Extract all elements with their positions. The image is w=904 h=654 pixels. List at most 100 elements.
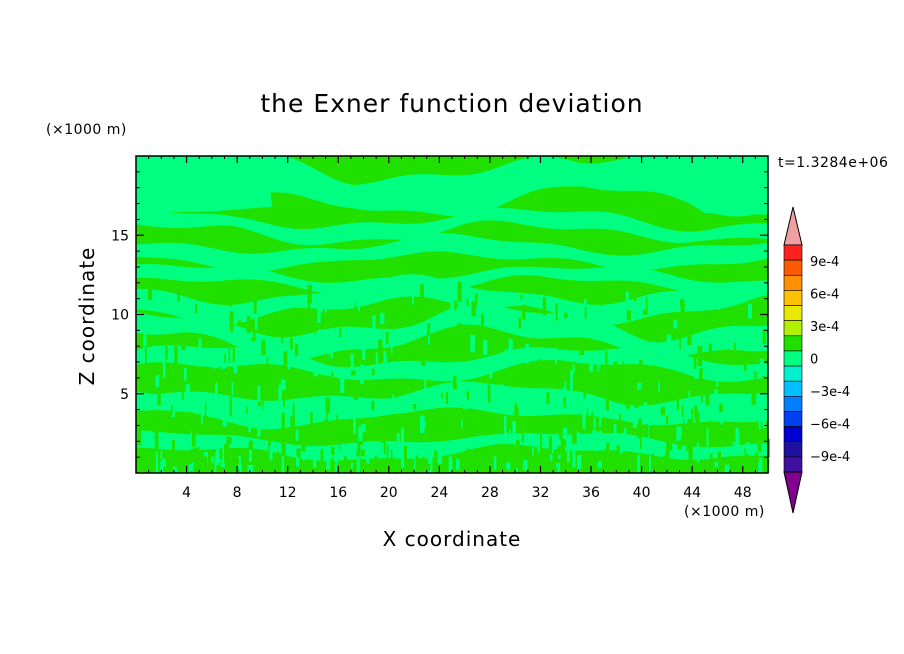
x-tick-label: 32 (532, 485, 550, 501)
x-unit-label: (×1000 m) (684, 504, 765, 520)
contour-speckle-cell (440, 458, 445, 473)
contour-speckle-cell (416, 297, 420, 311)
contour-speckle-cell (159, 461, 163, 473)
contour-speckle-cell (246, 316, 251, 334)
contour-speckle-cell (152, 413, 155, 433)
contour-speckle-cell (561, 375, 565, 389)
contour-speckle-cell (372, 446, 375, 453)
contour-speckle-cell (162, 318, 165, 324)
contour-speckle-cell (372, 368, 375, 376)
contour-speckle-cell (518, 317, 522, 329)
contour-speckle-cell (195, 303, 198, 314)
contour-speckle-cell (181, 384, 184, 400)
contour-speckle-cell (465, 448, 470, 458)
contour-speckle-cell (371, 400, 375, 410)
contour-speckle-cell (577, 455, 582, 469)
contour-speckle-cell (320, 449, 323, 465)
contour-speckle-cell (162, 458, 166, 467)
contour-speckle-cell (339, 328, 342, 338)
contour-speckle (137, 281, 770, 473)
contour-speckle-cell (746, 464, 750, 473)
contour-speckle-cell (508, 339, 513, 360)
contour-speckle-cell (512, 421, 516, 435)
contour-speckle-cell (570, 370, 573, 391)
contour-speckle-cell (155, 375, 159, 388)
x-tick-label: 28 (481, 485, 499, 501)
contour-speckle-cell (672, 357, 677, 363)
contour-speckle-cell (516, 440, 520, 459)
contour-speckle-cell (642, 353, 647, 360)
contour-speckle-cell (709, 420, 712, 439)
contour-speckle-cell (435, 411, 438, 425)
contour-speckle-cell (214, 460, 217, 473)
contour-speckle-cell (390, 449, 393, 461)
contour-speckle-cell (215, 347, 218, 353)
contour-band (136, 430, 768, 461)
contour-speckle-cell (381, 442, 384, 457)
contour-speckle-cell (726, 349, 730, 360)
contour-speckle-cell (597, 461, 602, 468)
contour-speckle-cell (651, 392, 655, 405)
contour-speckle-cell (716, 373, 719, 387)
contour-speckle-cell (228, 300, 233, 307)
contour-speckle-cell (559, 422, 563, 440)
contour-speckle-cell (519, 367, 522, 384)
colorbar-label: −9e-4 (810, 450, 850, 465)
contour-speckle-cell (191, 462, 194, 467)
contour-speckle-cell (412, 285, 414, 306)
contour-speckle-cell (694, 405, 698, 417)
contour-speckle-cell (313, 454, 317, 468)
contour-speckle-cell (733, 342, 736, 351)
contour-speckle-cell (579, 340, 584, 356)
contour-speckle-cell (276, 445, 279, 453)
contour-speckle-cell (681, 405, 684, 418)
x-tick-label: 16 (329, 485, 347, 501)
contour-speckle-cell (564, 440, 567, 446)
contour-speckle-cell (344, 456, 347, 473)
contour-speckle-cell (298, 383, 300, 392)
contour-speckle-cell (456, 375, 461, 385)
x-axis-label: X coordinate (383, 527, 522, 551)
contour-speckle-cell (324, 297, 327, 313)
contour-speckle-cell (427, 323, 431, 335)
contour-speckle-cell (693, 357, 697, 370)
contour-speckle-cell (445, 341, 449, 353)
contour-speckle-cell (696, 442, 699, 463)
contour-speckle-cell (281, 337, 283, 344)
contour-speckle-cell (762, 410, 766, 429)
contour-speckle-cell (314, 367, 317, 387)
contour-speckle-cell (486, 464, 490, 473)
contour-speckle-cell (552, 453, 556, 471)
contour-speckle-cell (676, 426, 681, 441)
contour-speckle-cell (292, 403, 295, 419)
contour-speckle-cell (295, 429, 299, 441)
contour-speckle-cell (338, 438, 341, 451)
contour-speckle-cell (404, 446, 407, 464)
contour-speckle-cell (208, 402, 212, 418)
contour-speckle-cell (719, 366, 723, 372)
contour-speckle-cell (762, 329, 767, 344)
contour-speckle-cell (174, 345, 178, 365)
contour-speckle-cell (307, 285, 312, 304)
contour-speckle-cell (157, 390, 161, 406)
x-tick-label: 44 (683, 485, 701, 501)
contour-speckle-cell (705, 394, 710, 406)
contour-speckle-cell (619, 444, 623, 454)
contour-speckle-cell (471, 301, 476, 317)
contour-speckle-cell (203, 456, 208, 467)
contour-speckle-cell (304, 433, 307, 443)
contour-speckle-cell (281, 379, 286, 391)
contour-speckle-cell (757, 443, 762, 453)
contour-speckle-cell (251, 465, 254, 472)
contour-speckle-cell (378, 344, 383, 353)
contour-speckle-cell (633, 289, 637, 301)
contour-speckle-cell (605, 447, 610, 467)
contour-speckle-cell (663, 455, 668, 462)
contour-speckle-cell (366, 452, 370, 464)
contour-speckle-cell (597, 362, 600, 371)
contour-speckle-cell (272, 379, 278, 389)
contour-speckle-cell (466, 299, 469, 307)
contour-speckle-cell (162, 358, 166, 378)
contour-speckle-cell (140, 432, 144, 440)
contour-speckle-cell (165, 351, 168, 361)
